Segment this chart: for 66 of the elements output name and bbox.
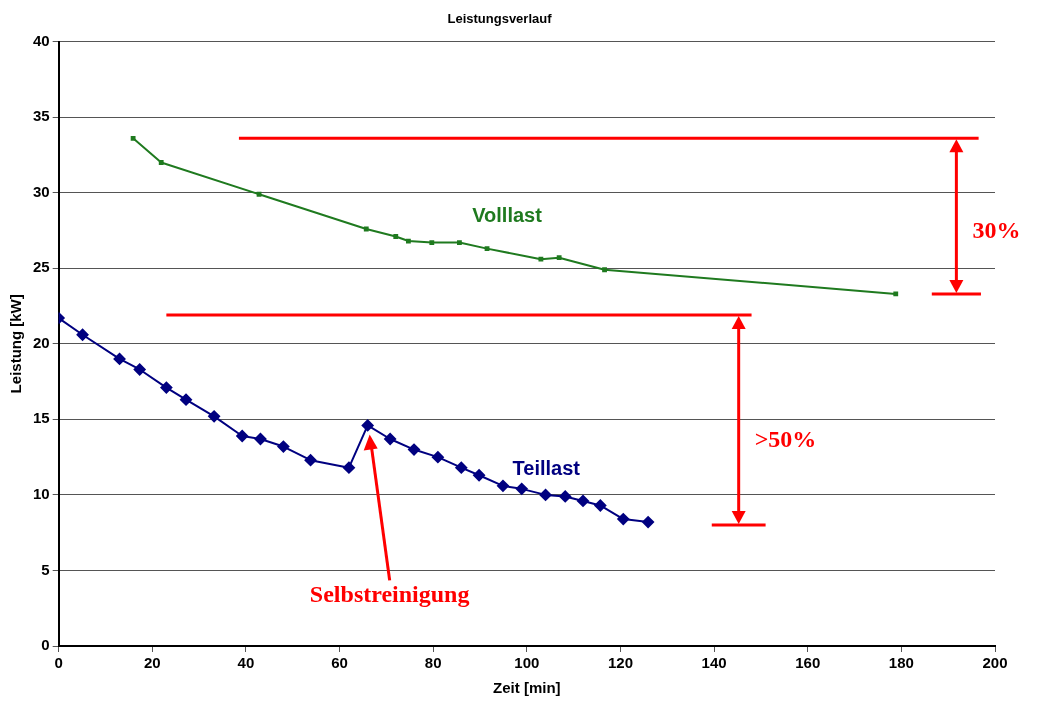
point (893, 291, 899, 297)
point (455, 461, 468, 474)
point (559, 490, 572, 503)
point (429, 240, 435, 245)
y-tick-label: 15 (33, 409, 50, 427)
point (342, 461, 355, 474)
point (363, 226, 369, 232)
point (539, 488, 552, 501)
point (484, 246, 490, 252)
x-tick-label: 200 (982, 654, 1008, 672)
point (160, 381, 173, 394)
point (577, 494, 590, 507)
x-axis-title: Zeit [min] (493, 679, 561, 697)
point (256, 191, 262, 197)
point (361, 419, 374, 432)
point (180, 393, 193, 406)
point (515, 482, 528, 495)
y-tick-label: 30 (33, 182, 50, 200)
point (76, 328, 89, 341)
point (393, 234, 399, 239)
chart-title: Leistungsverlauf (447, 11, 553, 27)
point (277, 440, 290, 453)
point (130, 135, 136, 141)
y-tick-label: 35 (33, 107, 50, 125)
point (254, 432, 267, 445)
y-tick-label: 25 (33, 258, 50, 276)
point (384, 432, 397, 445)
y-tick-label: 40 (33, 31, 50, 49)
annotation: 30% (972, 216, 1021, 243)
x-tick-label: 160 (795, 654, 821, 672)
point (408, 443, 421, 456)
point (642, 516, 655, 529)
x-tick-label: 80 (424, 654, 442, 672)
y-axis-title: Leistung [kW] (7, 294, 25, 394)
point (113, 352, 126, 365)
series-label: Teillast (512, 457, 581, 480)
x-tick-label: 140 (701, 654, 727, 672)
x-tick-label: 60 (331, 654, 348, 672)
point (496, 479, 509, 492)
point (431, 451, 444, 464)
point (208, 410, 221, 423)
x-tick-label: 40 (237, 654, 255, 672)
point (158, 160, 164, 165)
point (457, 240, 462, 245)
point (236, 429, 249, 442)
x-tick-label: 120 (607, 654, 633, 672)
x-tick-label: 20 (143, 654, 161, 672)
x-tick-label: 0 (54, 654, 63, 672)
point (594, 499, 607, 512)
series-label: Volllast (472, 204, 543, 227)
point (538, 256, 544, 262)
y-tick-label: 20 (33, 333, 50, 351)
point (602, 267, 607, 273)
y-tick-label: 5 (41, 560, 50, 578)
annotation: Selbstreinigung (309, 580, 470, 607)
point (133, 363, 146, 376)
point (304, 454, 317, 467)
point (617, 513, 630, 526)
x-tick-label: 180 (888, 654, 914, 672)
y-tick-label: 10 (33, 485, 50, 503)
point (405, 238, 411, 244)
x-tick-label: 100 (514, 654, 540, 672)
point (473, 469, 486, 482)
annotation: >50% (754, 426, 817, 453)
point (556, 255, 562, 261)
y-tick-label: 0 (41, 636, 50, 654)
